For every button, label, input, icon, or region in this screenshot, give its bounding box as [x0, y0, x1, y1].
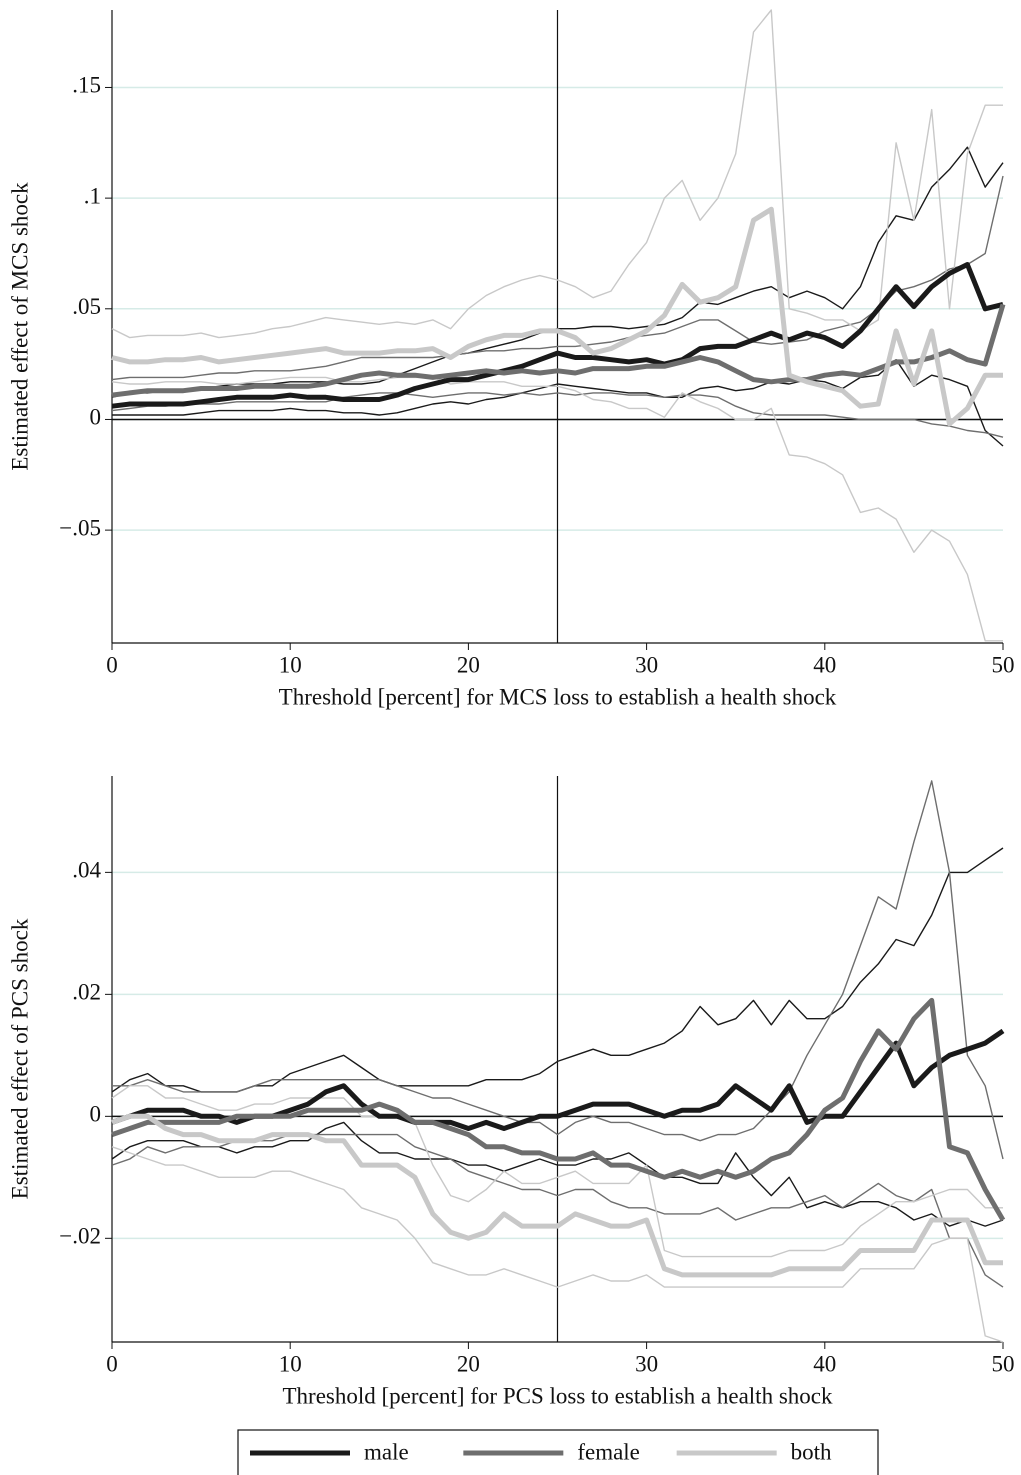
legend-label: male [364, 1439, 409, 1464]
ci-line [111, 175, 1004, 381]
ci-line [111, 847, 1004, 1093]
legend-label: both [791, 1439, 832, 1464]
y-tick-label: −.05 [59, 515, 101, 540]
x-tick-label: 0 [106, 652, 118, 677]
x-tick-label: 10 [279, 1351, 302, 1376]
ci-line [111, 1121, 1004, 1227]
estimate-line [111, 262, 1004, 409]
x-axis-label: Threshold [percent] for PCS loss to esta… [283, 1383, 833, 1408]
x-tick-label: 10 [279, 652, 302, 677]
x-tick-label: 30 [635, 652, 658, 677]
x-tick-label: 50 [992, 1351, 1015, 1376]
y-tick-label: .15 [72, 73, 101, 98]
estimate-line [111, 1113, 1003, 1278]
ci-line [112, 359, 1004, 447]
y-tick-label: 0 [90, 1102, 102, 1127]
y-tick-label: .1 [84, 183, 101, 208]
ci-line [111, 392, 1004, 438]
y-tick-label: 0 [90, 405, 102, 430]
y-tick-label: .05 [72, 294, 101, 319]
y-tick-label: .02 [72, 980, 101, 1005]
ci-line [111, 9, 1003, 339]
y-axis-label: Estimated effect of MCS shock [7, 182, 32, 471]
ci-line [111, 1085, 1003, 1258]
legend-label: female [577, 1439, 640, 1464]
estimate-line [111, 303, 1006, 398]
x-tick-label: 50 [992, 652, 1015, 677]
x-tick-label: 20 [457, 1351, 480, 1376]
estimate-line [111, 997, 1006, 1222]
ci-line [111, 376, 1003, 642]
x-tick-label: 30 [635, 1351, 658, 1376]
estimate-line [111, 206, 1003, 427]
y-tick-label: .04 [72, 858, 101, 883]
x-tick-label: 40 [813, 652, 836, 677]
x-tick-label: 20 [457, 652, 480, 677]
x-tick-label: 0 [106, 1351, 118, 1376]
x-axis-label: Threshold [percent] for MCS loss to esta… [279, 684, 837, 709]
y-tick-label: −.02 [59, 1224, 101, 1249]
ci-line [112, 780, 1004, 1160]
y-axis-label: Estimated effect of PCS shock [7, 918, 32, 1199]
ci-line [111, 1146, 1004, 1343]
x-tick-label: 40 [813, 1351, 836, 1376]
